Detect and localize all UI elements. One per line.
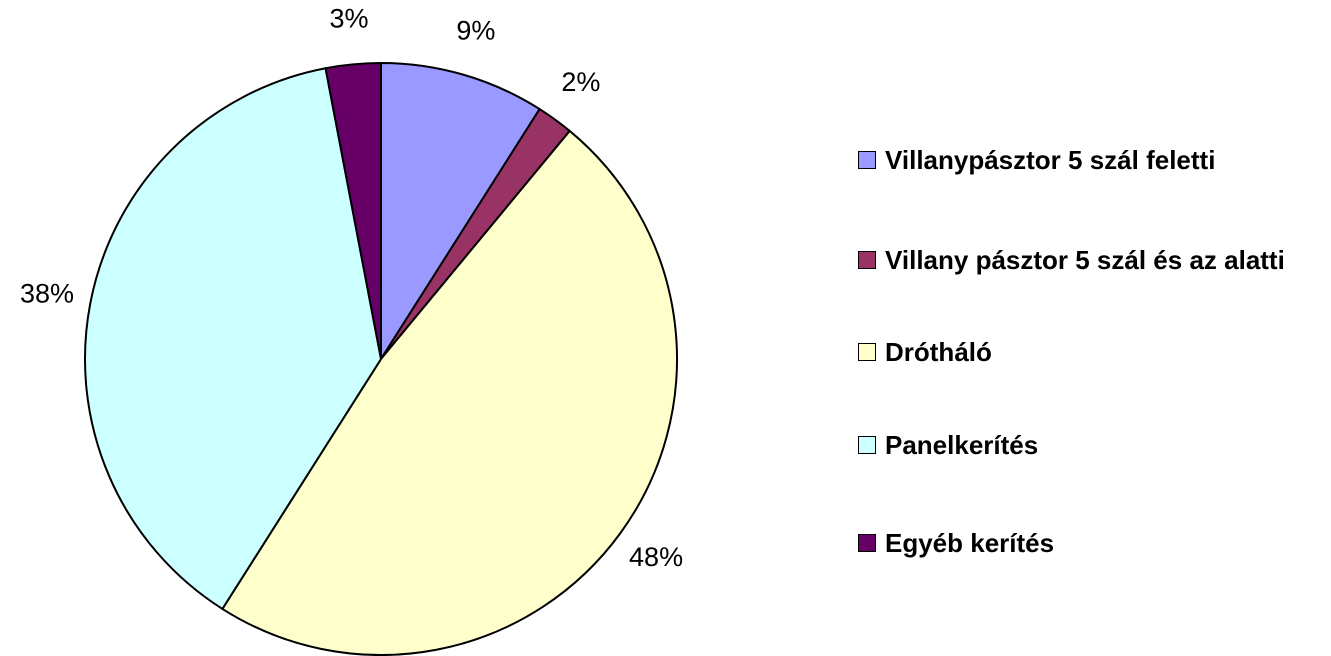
legend-item: Drótháló [858, 332, 1328, 372]
legend-label: Villany pásztor 5 szál és az alatti [885, 245, 1285, 275]
data-label: 3% [329, 4, 368, 34]
data-label: 48% [629, 542, 683, 572]
legend-swatch [858, 151, 876, 169]
legend-label: Panelkerítés [885, 430, 1039, 460]
pie-slice [380, 61, 541, 363]
legend-item: Villany pásztor 5 szál és az alatti [858, 240, 1328, 280]
data-label: 38% [20, 278, 74, 308]
legend-item: Villanypásztor 5 szál feletti [858, 140, 1328, 180]
pie-slice [221, 129, 678, 656]
pie-slice [324, 61, 382, 360]
legend-label: Drótháló [885, 337, 992, 367]
legend-swatch [858, 343, 876, 361]
legend-swatch [858, 436, 876, 454]
legend-item: Panelkerítés [858, 425, 1328, 465]
legend-label: Villanypásztor 5 szál feletti [885, 145, 1216, 175]
legend-item: Egyéb kerítés [858, 523, 1328, 563]
legend-swatch [858, 251, 876, 269]
data-label: 9% [456, 16, 495, 46]
pie-slice [84, 67, 383, 611]
legend-swatch [858, 534, 876, 552]
pie-area: 9% 2% 48% 38% 3% [20, 4, 683, 656]
data-label: 2% [561, 67, 600, 97]
legend-label: Egyéb kerítés [885, 528, 1055, 558]
